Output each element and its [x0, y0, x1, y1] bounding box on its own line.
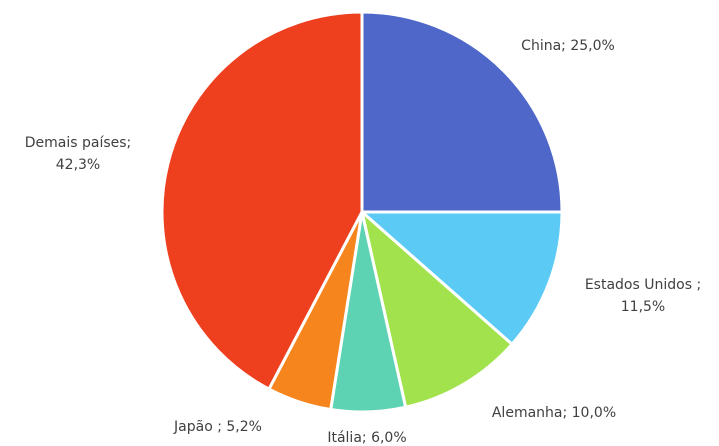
- pie-slice-alemanha: [360, 210, 514, 409]
- pie-slice-demais-paises: [160, 10, 364, 391]
- data-label-japao: Japão ; 5,2%: [173, 419, 262, 435]
- data-label-italia: Itália; 6,0%: [327, 430, 406, 446]
- data-label-estados-unidos: Estados Unidos ; 11,5%: [585, 277, 701, 315]
- pie-slice-estados-unidos: [360, 210, 564, 346]
- pie-slice-china: [360, 10, 564, 214]
- pie-labels: China; 25,0% Estados Unidos ; 11,5% Alemanh…: [25, 38, 701, 446]
- data-label-china: China; 25,0%: [521, 38, 615, 54]
- pie-slices: [160, 10, 564, 414]
- data-label-alemanha: Alemanha; 10,0%: [492, 405, 616, 421]
- data-label-demais-paises: Demais países; 42,3%: [25, 135, 132, 173]
